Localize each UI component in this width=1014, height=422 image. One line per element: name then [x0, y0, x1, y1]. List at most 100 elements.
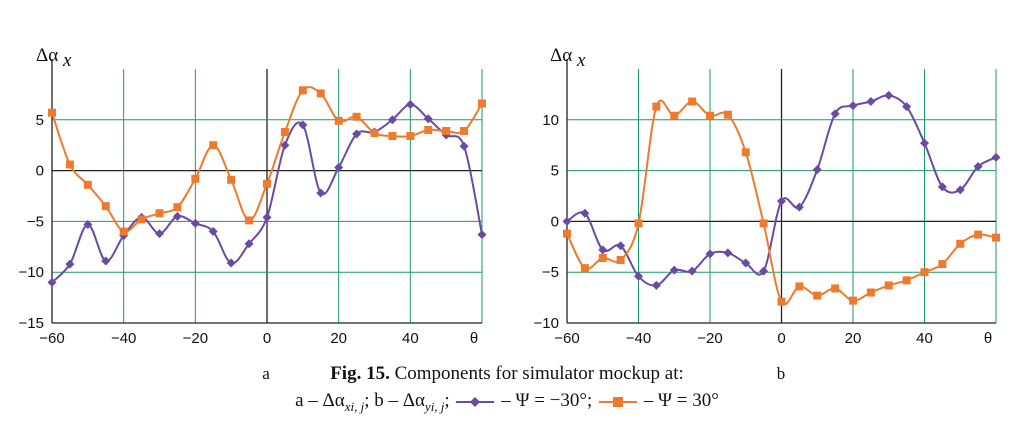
data-point-series-1: [423, 114, 433, 124]
data-point-series-1: [794, 202, 804, 212]
data-point-series-1: [190, 218, 200, 228]
y-tick-label: −10: [534, 315, 559, 332]
data-point-series-2: [227, 175, 236, 184]
legend-label-series-2: – Ψ = 30°: [639, 390, 719, 411]
data-point-series-1: [580, 208, 590, 218]
x-axis-label: θ: [984, 330, 992, 347]
data-point-series-1: [705, 249, 715, 259]
data-point-series-1: [208, 227, 218, 237]
data-point-series-2: [992, 233, 1000, 242]
data-point-series-2: [795, 282, 804, 291]
data-point-series-2: [956, 239, 965, 248]
data-point-series-1: [387, 115, 397, 125]
data-point-series-1: [316, 188, 326, 198]
data-point-series-1: [83, 219, 93, 229]
data-point-series-1: [47, 277, 57, 287]
panel-label: a: [262, 364, 270, 383]
data-point-series-2: [670, 111, 679, 120]
data-point-series-1: [280, 140, 290, 150]
x-tick-label: 0: [777, 330, 785, 347]
data-point-series-2: [777, 297, 786, 306]
data-point-series-1: [866, 97, 876, 107]
data-point-series-2: [598, 253, 607, 262]
data-point-series-2: [706, 111, 714, 120]
y-axis-label-subscript: x: [62, 50, 72, 71]
data-point-series-1: [334, 163, 344, 173]
data-point-series-2: [938, 260, 947, 269]
caption-part-a: a – Δα: [295, 390, 345, 411]
data-point-series-2: [580, 264, 589, 273]
caption-separator: ;: [444, 390, 450, 411]
data-point-series-1: [920, 138, 929, 148]
data-point-series-2: [137, 215, 146, 224]
data-point-series-1: [759, 266, 769, 276]
data-point-series-2: [634, 219, 643, 228]
caption-line-1: Fig. 15. Components for simulator mockup…: [0, 360, 1014, 387]
data-point-series-1: [155, 229, 164, 239]
x-tick-label: −20: [183, 330, 208, 347]
data-point-series-2: [263, 179, 271, 188]
data-point-series-2: [849, 296, 857, 305]
data-point-series-2: [831, 284, 840, 293]
y-axis-label-subscript: x: [576, 50, 586, 71]
data-point-series-2: [352, 112, 361, 121]
x-tick-label: −60: [39, 330, 64, 347]
data-point-series-2: [652, 102, 661, 111]
caption-part-a-sub: xi, j: [344, 398, 365, 414]
data-point-series-2: [902, 276, 911, 285]
data-point-series-2: [173, 203, 182, 212]
data-point-series-1: [955, 185, 965, 195]
y-tick-label: 5: [36, 112, 44, 129]
data-point-series-1: [991, 152, 1001, 162]
data-point-series-2: [974, 230, 983, 239]
y-tick-label: −5: [542, 264, 559, 281]
data-point-series-1: [405, 100, 415, 110]
data-point-series-2: [370, 129, 379, 138]
x-tick-label: 0: [263, 330, 271, 347]
legend-marker-series-1: [456, 396, 495, 407]
data-point-series-1: [65, 259, 75, 269]
caption-part-b-sub: yi, j: [424, 398, 445, 414]
y-tick-label: 0: [36, 163, 44, 180]
data-point-series-1: [937, 182, 947, 192]
y-tick-label: −10: [19, 264, 44, 281]
x-tick-label: −20: [697, 330, 722, 347]
legend-label-series-1: – Ψ = −30°;: [496, 390, 593, 411]
data-point-series-1: [298, 120, 308, 130]
data-point-series-1: [830, 109, 840, 119]
data-point-series-2: [298, 86, 307, 95]
data-point-series-2: [813, 291, 822, 300]
data-point-series-1: [884, 90, 894, 100]
data-point-series-2: [563, 229, 571, 238]
y-tick-label: −5: [27, 213, 44, 230]
data-point-series-2: [388, 132, 397, 141]
data-point-series-1: [669, 265, 679, 275]
data-point-series-2: [280, 127, 289, 136]
data-point-series-2: [424, 125, 433, 134]
data-point-series-2: [884, 281, 893, 290]
data-point-series-1: [723, 248, 733, 258]
data-point-series-2: [759, 219, 768, 228]
data-point-series-2: [245, 216, 254, 225]
y-tick-label: 0: [551, 213, 559, 230]
panel-label: b: [777, 364, 786, 383]
data-point-series-1: [902, 102, 912, 112]
legend-marker-series-2: [599, 396, 638, 407]
data-point-series-1: [741, 258, 751, 268]
y-tick-label: −15: [19, 315, 44, 332]
data-point-series-1: [634, 271, 643, 281]
chart-panel-a: 5 0 −5 −10 −15−60 −40 −20 0 20 40 θ Δα x a: [19, 45, 487, 383]
data-point-series-2: [741, 148, 750, 157]
data-point-series-1: [973, 162, 983, 172]
data-point-series-1: [848, 101, 858, 111]
data-point-series-2: [83, 180, 92, 189]
data-point-series-1: [172, 211, 182, 221]
data-point-series-2: [688, 97, 697, 106]
data-point-series-1: [477, 230, 487, 240]
data-point-series-1: [101, 256, 111, 266]
figure-caption: Fig. 15. Components for simulator mockup…: [0, 360, 1014, 420]
data-point-series-2: [406, 132, 415, 141]
data-point-series-2: [920, 268, 929, 277]
data-point-series-1: [459, 141, 469, 151]
